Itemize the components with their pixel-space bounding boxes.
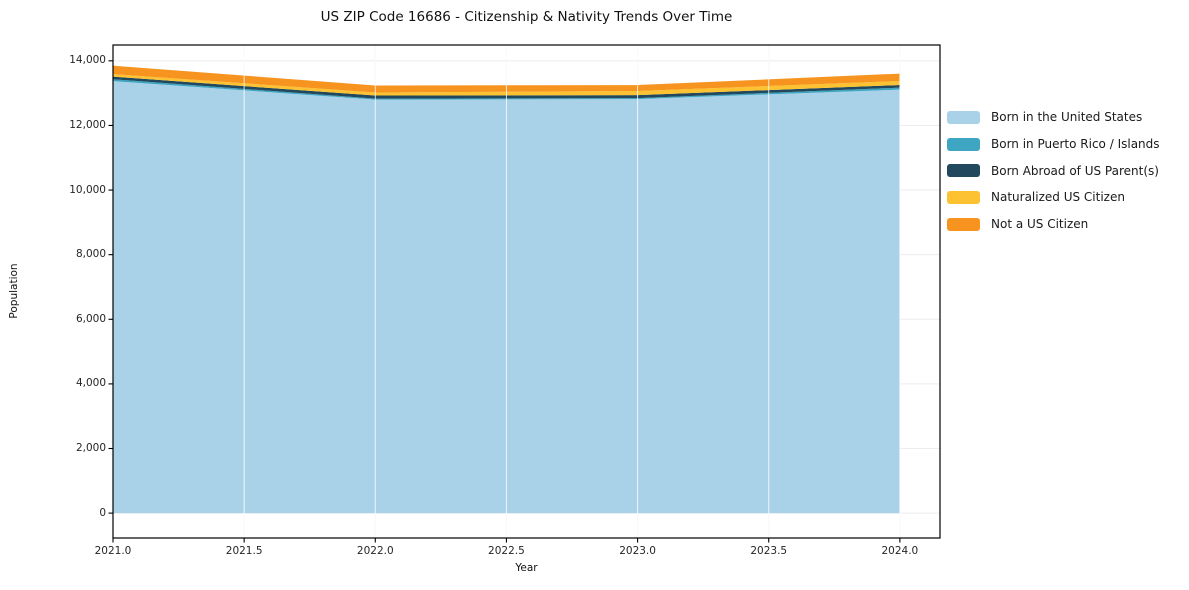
- legend-item: Born in Puerto Rico / Islands: [947, 131, 1160, 158]
- legend-item: Born in the United States: [947, 104, 1160, 131]
- legend-label: Born in Puerto Rico / Islands: [991, 137, 1160, 152]
- y-tick-label: 12,000: [69, 118, 106, 131]
- chart-title: US ZIP Code 16686 - Citizenship & Nativi…: [320, 9, 733, 25]
- area-series-3: [113, 74, 900, 96]
- y-tick-label: 14,000: [69, 54, 106, 67]
- x-tick-label: 2023.0: [619, 545, 656, 557]
- legend-label: Born in the United States: [991, 110, 1143, 125]
- legend-swatch-icon: [947, 190, 980, 204]
- x-tick-label: 2024.0: [881, 545, 919, 557]
- area-series-4: [113, 65, 900, 93]
- y-axis-title: Population: [8, 263, 20, 319]
- legend-swatch-icon: [947, 137, 980, 151]
- legend-label: Born Abroad of US Parent(s): [991, 163, 1159, 178]
- y-tick-label: 8,000: [75, 248, 106, 261]
- legend-swatch-icon: [947, 217, 980, 231]
- area-series-1: [113, 79, 900, 100]
- legend: Born in the United States Born in Puerto …: [947, 104, 1160, 237]
- legend-swatch-icon: [947, 164, 980, 178]
- x-axis-title: Year: [515, 562, 538, 574]
- legend-label: Naturalized US Citizen: [991, 190, 1125, 205]
- y-tick-label: 10,000: [69, 183, 106, 196]
- legend-item: Born Abroad of US Parent(s): [947, 157, 1160, 184]
- area-series-2: [113, 76, 900, 99]
- y-tick-label: 0: [99, 506, 106, 519]
- y-tick-label: 6,000: [75, 312, 106, 325]
- legend-label: Not a US Citizen: [991, 217, 1089, 232]
- legend-item: Naturalized US Citizen: [947, 184, 1160, 211]
- plot-border: [112, 44, 941, 539]
- legend-item: Not a US Citizen: [947, 211, 1160, 238]
- x-tick-label: 2021.0: [94, 545, 132, 557]
- x-tick-label: 2021.5: [225, 545, 263, 557]
- x-tick-label: 2022.5: [488, 545, 525, 557]
- x-tick-label: 2022.0: [356, 545, 394, 557]
- y-tick-label: 4,000: [75, 377, 106, 390]
- y-tick-label: 2,000: [75, 442, 106, 454]
- legend-swatch-icon: [947, 110, 980, 124]
- x-tick-label: 2023.5: [750, 545, 788, 557]
